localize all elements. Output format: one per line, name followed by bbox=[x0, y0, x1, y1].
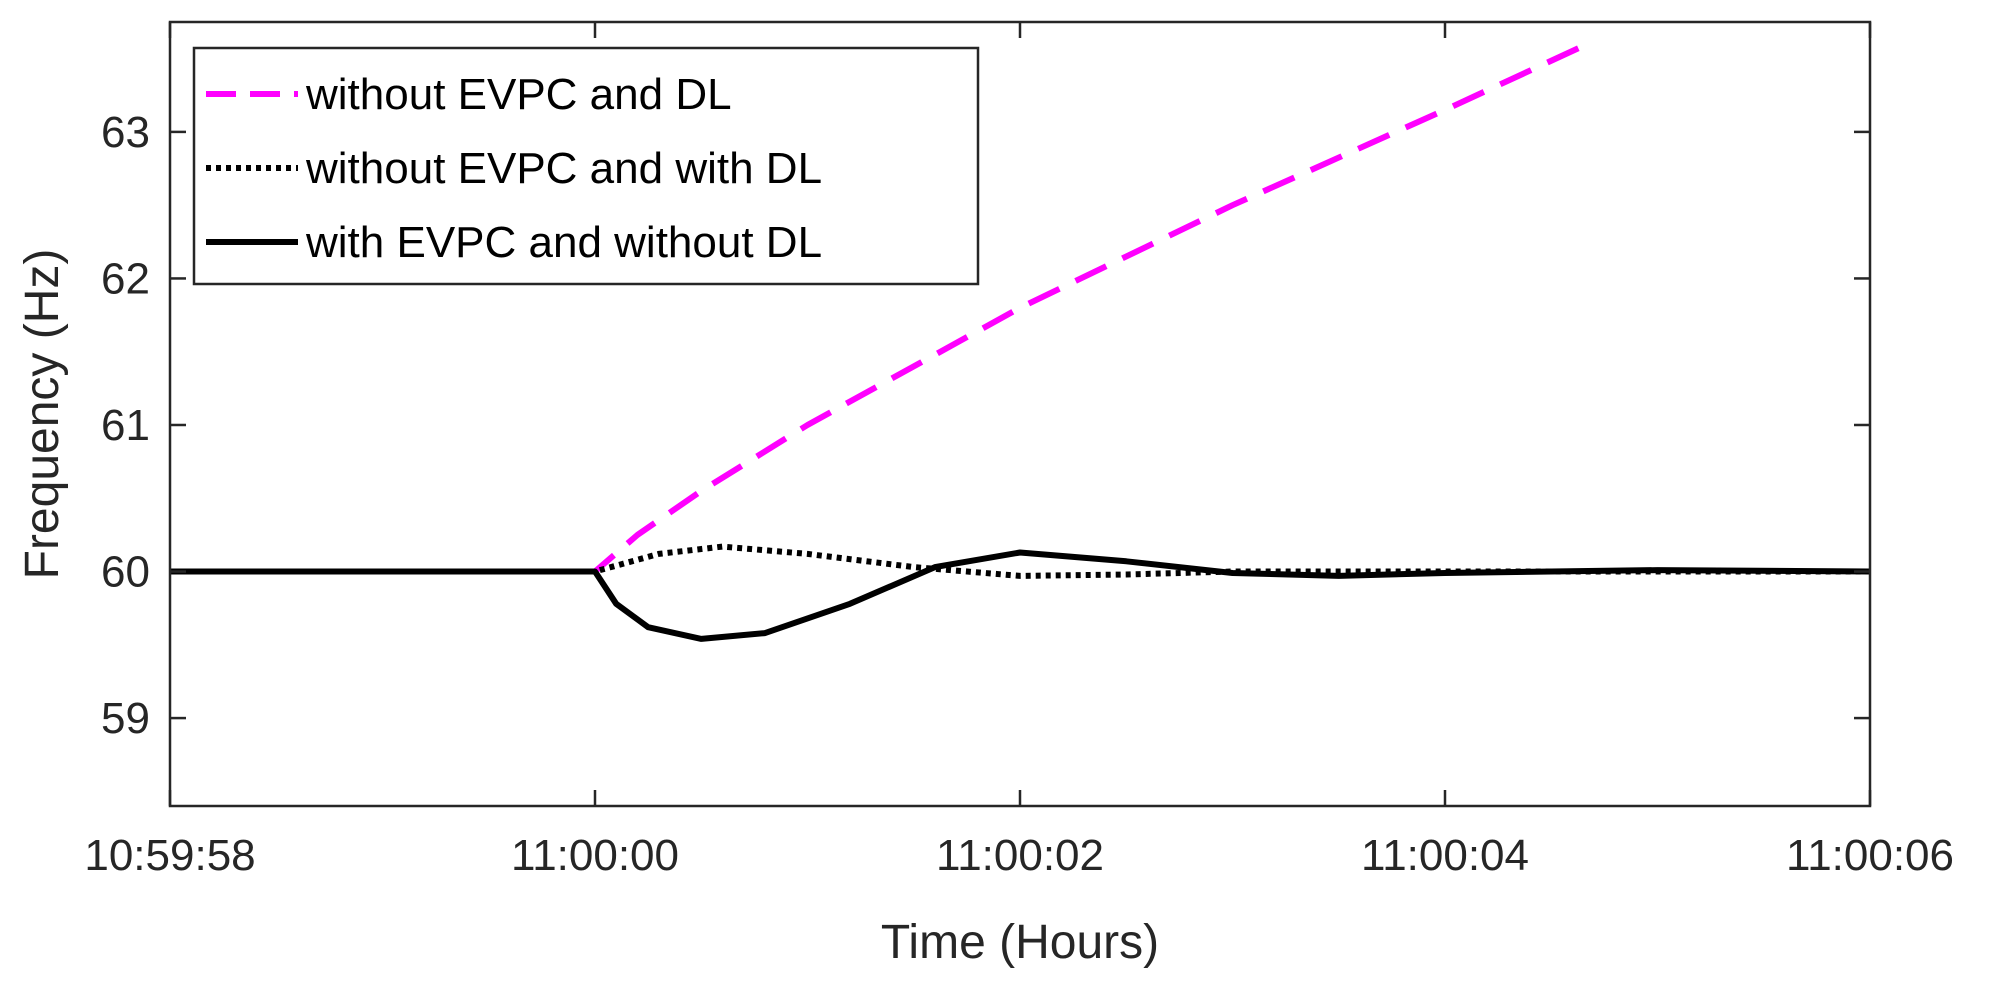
tick-labels: 10:59:58 11:00:00 11:00:02 11:00:04 11:00:06… bbox=[84, 108, 1954, 880]
y-tick-label: 60 bbox=[101, 548, 150, 597]
x-tick-label: 11:00:06 bbox=[1786, 831, 1954, 880]
y-tick-label: 62 bbox=[101, 254, 150, 303]
legend-label: without EVPC and with DL bbox=[305, 144, 822, 193]
series-line-3 bbox=[170, 549, 1870, 642]
legend-item: without EVPC and DL bbox=[206, 70, 732, 119]
legend-box bbox=[192, 46, 980, 286]
y-axis-label: Frequency (Hz) bbox=[16, 249, 69, 580]
legend-label: with EVPC and without DL bbox=[305, 218, 822, 267]
x-tick-label: 11:00:00 bbox=[511, 831, 679, 880]
series-lines bbox=[170, 38, 1870, 642]
legend-item: without EVPC and with DL bbox=[206, 144, 822, 193]
axis-ticks bbox=[168, 22, 1872, 806]
legend: without EVPC and DL without EVPC and with… bbox=[192, 46, 980, 286]
legend-label: without EVPC and DL bbox=[305, 70, 732, 119]
x-tick-label: 10:59:58 bbox=[84, 831, 255, 880]
y-tick-label: 61 bbox=[101, 401, 150, 450]
series-line-1 bbox=[170, 38, 1595, 575]
x-tick-label: 11:00:04 bbox=[1361, 831, 1529, 880]
series-line-2 bbox=[170, 543, 1870, 579]
legend-item: with EVPC and without DL bbox=[206, 218, 822, 267]
y-tick-label: 59 bbox=[101, 694, 150, 743]
x-tick-label: 11:00:02 bbox=[936, 831, 1104, 880]
x-axis-label: Time (Hours) bbox=[881, 916, 1159, 969]
y-tick-label: 63 bbox=[101, 108, 150, 157]
